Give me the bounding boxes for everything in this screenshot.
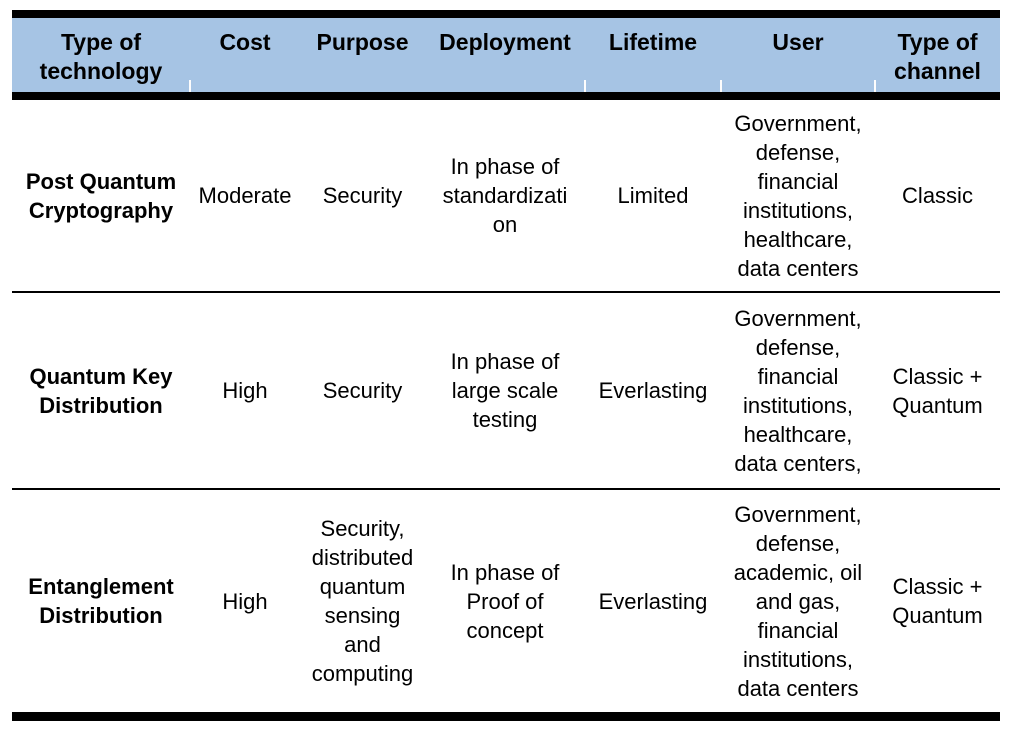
quantum-technology-comparison-table: Type of technology Cost Purpose Deployme…: [12, 10, 1000, 721]
cell-channel: Classic + Quantum: [892, 363, 983, 418]
table-header-row: Type of technology Cost Purpose Deployme…: [12, 18, 1000, 100]
column-header-cost: Cost: [219, 29, 271, 55]
cell-cost: Moderate: [198, 183, 292, 208]
header-column-divider-tick: [720, 80, 722, 92]
cell-purpose: Security, distributed quantum sensing an…: [311, 516, 414, 686]
cell-lifetime: Everlasting: [598, 588, 708, 614]
cell-user: Government, defense, academic, oil and g…: [733, 501, 863, 701]
cell-cost: High: [222, 588, 268, 614]
cell-deployment: In phase of standardizati on: [442, 154, 568, 237]
cell-deployment: In phase of Proof of concept: [450, 559, 560, 643]
cell-cost: High: [222, 378, 268, 403]
table-row-quantum-key-distribution: Quantum Key Distribution High Security I…: [12, 293, 1000, 490]
cell-channel: Classic + Quantum: [892, 574, 983, 628]
cell-purpose: Security: [322, 183, 403, 208]
cell-technology: Entanglement Distribution: [28, 574, 174, 628]
header-column-divider-tick: [189, 80, 191, 92]
column-header-lifetime: Lifetime: [608, 29, 698, 55]
column-header-type-of-technology: Type of technology: [39, 29, 163, 84]
cell-technology: Quantum Key Distribution: [29, 363, 173, 418]
cell-deployment: In phase of large scale testing: [450, 349, 560, 432]
table-row-post-quantum-cryptography: Post Quantum Cryptography Moderate Secur…: [12, 100, 1000, 293]
cell-user: Government, defense, financial instituti…: [734, 305, 862, 476]
cell-lifetime: Everlasting: [598, 378, 708, 403]
cell-technology: Post Quantum Cryptography: [25, 168, 177, 223]
column-header-purpose: Purpose: [316, 29, 409, 55]
cell-channel: Classic: [902, 183, 973, 208]
table-row-entanglement-distribution: Entanglement Distribution High Security,…: [12, 490, 1000, 712]
column-header-type-of-channel: Type of channel: [894, 29, 981, 84]
cell-user: Government, defense, financial instituti…: [734, 110, 862, 281]
column-header-deployment: Deployment: [439, 29, 571, 55]
cell-lifetime: Limited: [617, 183, 689, 208]
cell-purpose: Security: [322, 378, 403, 403]
column-header-user: User: [772, 29, 824, 55]
header-column-divider-tick: [874, 80, 876, 92]
header-column-divider-tick: [584, 80, 586, 92]
